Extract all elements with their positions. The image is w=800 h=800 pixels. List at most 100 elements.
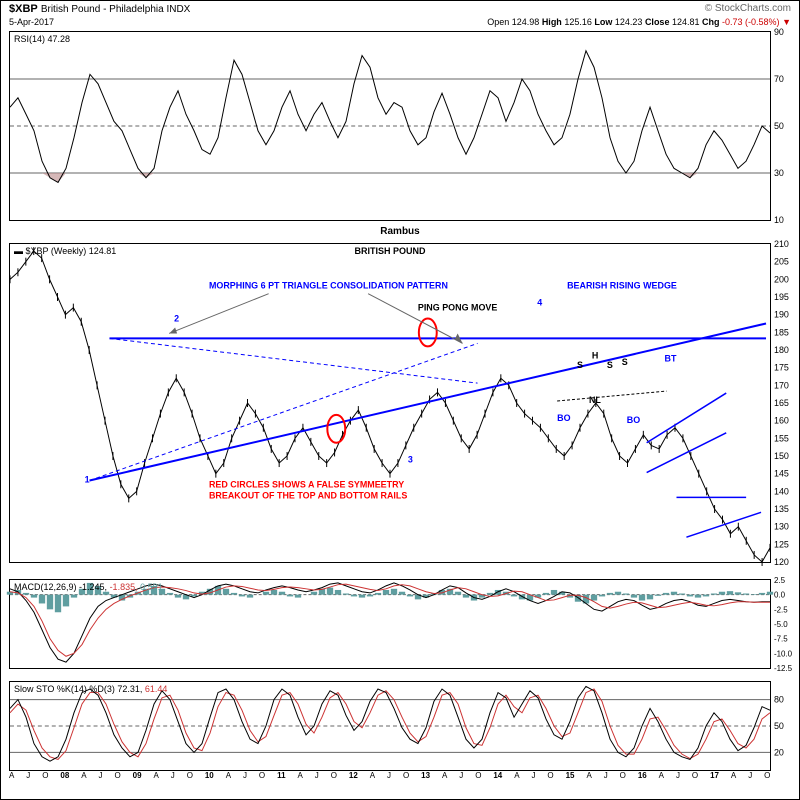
ohlc-summary: Open 124.98 High 125.16 Low 124.23 Close… — [487, 17, 791, 27]
svg-text:1: 1 — [85, 475, 90, 485]
svg-text:135: 135 — [774, 504, 789, 514]
svg-text:50: 50 — [774, 121, 784, 131]
x-tick: 09 — [133, 771, 142, 783]
stoch-label: Slow STO %K(14) %D(3) 72.31, 61.44 — [14, 684, 167, 694]
x-tick: A — [81, 771, 86, 783]
x-tick: 14 — [493, 771, 502, 783]
svg-text:2.5: 2.5 — [774, 576, 786, 585]
svg-text:BT: BT — [665, 353, 677, 363]
svg-text:4: 4 — [537, 298, 542, 308]
svg-text:BREAKOUT OF THE TOP AND BOTTOM: BREAKOUT OF THE TOP AND BOTTOM RAILS — [209, 490, 407, 500]
svg-text:140: 140 — [774, 486, 789, 496]
chart-date: 5-Apr-2017 — [9, 17, 54, 27]
macd-panel: MACD(12,26,9) -1.245, -1.835, 0.591 -12.… — [9, 579, 771, 669]
stoch-chart: 205080 — [10, 682, 770, 770]
x-tick: J — [26, 771, 30, 783]
svg-text:BO: BO — [557, 413, 570, 423]
x-tick: 15 — [566, 771, 575, 783]
svg-text:RED CIRCLES SHOWS A FALSE SYMM: RED CIRCLES SHOWS A FALSE SYMMEETRY — [209, 479, 404, 489]
x-tick: A — [586, 771, 591, 783]
x-tick: A — [9, 771, 14, 783]
x-tick: 08 — [60, 771, 69, 783]
svg-text:-12.5: -12.5 — [774, 664, 793, 673]
svg-text:180: 180 — [774, 345, 789, 355]
x-tick: J — [676, 771, 680, 783]
svg-text:195: 195 — [774, 292, 789, 302]
price-panel: ▬ $XBP (Weekly) 124.81 BRITISH POUND MOR… — [9, 243, 771, 563]
x-tick: A — [153, 771, 158, 783]
x-tick: J — [99, 771, 103, 783]
x-tick: J — [315, 771, 319, 783]
x-tick: O — [475, 771, 481, 783]
svg-text:165: 165 — [774, 398, 789, 408]
svg-text:155: 155 — [774, 433, 789, 443]
x-tick: O — [692, 771, 698, 783]
svg-text:130: 130 — [774, 522, 789, 532]
svg-text:10: 10 — [774, 215, 784, 225]
price-chart: MORPHING 6 PT TRIANGLE CONSOLIDATION PAT… — [10, 244, 770, 562]
macd-label: MACD(12,26,9) -1.245, -1.835, 0.591 — [14, 582, 163, 592]
x-tick: O — [547, 771, 553, 783]
svg-text:PING PONG MOVE: PING PONG MOVE — [418, 303, 498, 313]
svg-text:BO: BO — [627, 415, 640, 425]
svg-text:125: 125 — [774, 539, 789, 549]
svg-text:20: 20 — [774, 747, 784, 757]
svg-text:-7.5: -7.5 — [774, 635, 788, 644]
x-axis: AJO08AJO09AJO10AJO11AJO12AJO13AJO14AJO15… — [9, 771, 771, 783]
svg-text:170: 170 — [774, 380, 789, 390]
svg-text:S: S — [607, 360, 613, 370]
svg-text:BEARISH RISING WEDGE: BEARISH RISING WEDGE — [567, 281, 677, 291]
x-tick: O — [331, 771, 337, 783]
x-tick: O — [403, 771, 409, 783]
svg-text:S: S — [577, 360, 583, 370]
chart-title-2: BRITISH POUND — [10, 246, 770, 256]
svg-text:145: 145 — [774, 469, 789, 479]
x-tick: J — [171, 771, 175, 783]
x-tick: J — [243, 771, 247, 783]
ticker-symbol: $XBP — [9, 3, 38, 15]
x-tick: A — [370, 771, 375, 783]
x-tick: O — [259, 771, 265, 783]
x-tick: 16 — [638, 771, 647, 783]
x-tick: J — [748, 771, 752, 783]
svg-text:200: 200 — [774, 274, 789, 284]
svg-text:MORPHING 6 PT TRIANGLE CONSOLI: MORPHING 6 PT TRIANGLE CONSOLIDATION PAT… — [209, 281, 448, 291]
svg-text:210: 210 — [774, 239, 789, 249]
svg-text:175: 175 — [774, 363, 789, 373]
x-tick: A — [226, 771, 231, 783]
svg-text:NL: NL — [589, 395, 601, 405]
svg-text:-5.0: -5.0 — [774, 620, 788, 629]
x-tick: A — [514, 771, 519, 783]
svg-text:70: 70 — [774, 74, 784, 84]
stoch-panel: Slow STO %K(14) %D(3) 72.31, 61.44 20508… — [9, 681, 771, 771]
macd-chart: -12.5-10.0-7.5-5.0-2.50.02.5 — [10, 580, 770, 668]
chart-title-1: Rambus — [1, 226, 799, 237]
svg-text:80: 80 — [774, 695, 784, 705]
x-tick: 12 — [349, 771, 358, 783]
ticker-description: British Pound - Philadelphia INDX — [41, 4, 191, 15]
svg-text:90: 90 — [774, 27, 784, 37]
x-tick: O — [187, 771, 193, 783]
x-tick: J — [387, 771, 391, 783]
svg-text:30: 30 — [774, 168, 784, 178]
svg-text:-10.0: -10.0 — [774, 649, 793, 658]
x-tick: O — [42, 771, 48, 783]
svg-text:205: 205 — [774, 257, 789, 267]
x-tick: 10 — [205, 771, 214, 783]
x-tick: J — [459, 771, 463, 783]
x-tick: A — [659, 771, 664, 783]
svg-text:185: 185 — [774, 327, 789, 337]
x-tick: A — [442, 771, 447, 783]
source-attribution: © StockCharts.com — [705, 3, 791, 14]
svg-text:3: 3 — [408, 455, 413, 465]
x-tick: J — [531, 771, 535, 783]
rsi-panel: RSI(14) 47.28 1030507090 — [9, 31, 771, 221]
ticker-header: $XBP British Pound - Philadelphia INDX — [9, 3, 190, 15]
x-tick: O — [620, 771, 626, 783]
x-tick: 13 — [421, 771, 430, 783]
svg-text:H: H — [592, 350, 598, 360]
x-tick: A — [731, 771, 736, 783]
rsi-label: RSI(14) 47.28 — [14, 34, 70, 44]
stock-chart-container: $XBP British Pound - Philadelphia INDX ©… — [0, 0, 800, 800]
svg-text:150: 150 — [774, 451, 789, 461]
